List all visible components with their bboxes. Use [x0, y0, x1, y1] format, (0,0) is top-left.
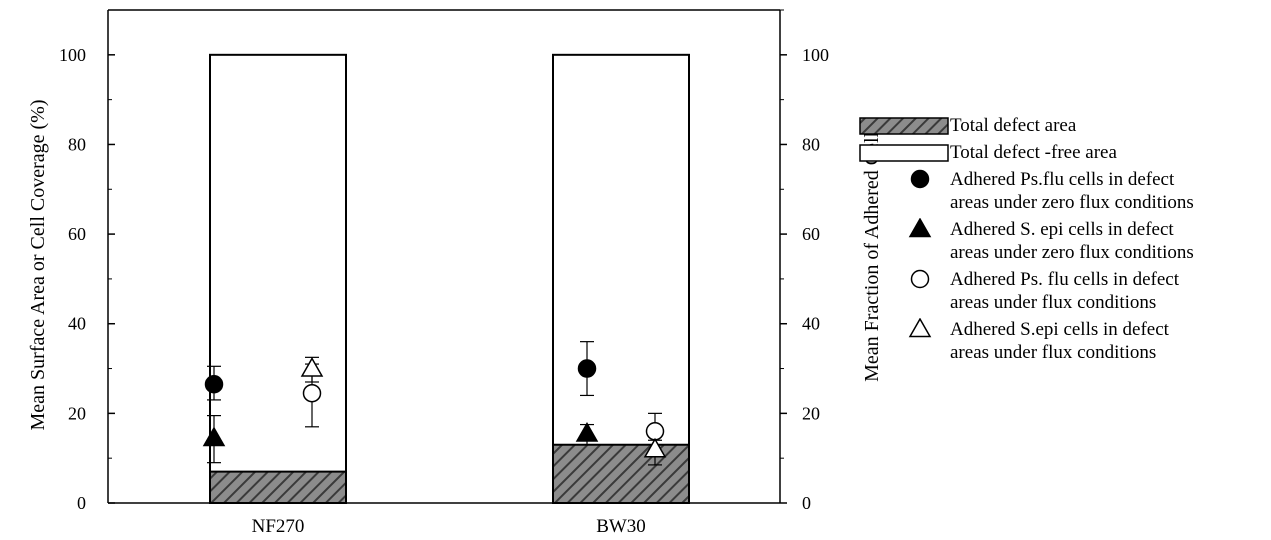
y2-tick-label: 60	[802, 224, 820, 244]
legend-item: Total defect -free area	[855, 141, 1265, 164]
legend-item: Adhered Ps.flu cells in defect areas und…	[855, 168, 1265, 214]
y2-axis-label: Mean Fraction of Adhered Cells	[861, 124, 883, 382]
legend-label: Total defect -free area	[950, 142, 1117, 163]
legend-swatch-graphic	[859, 144, 949, 162]
legend-swatch-graphic	[910, 169, 930, 189]
legend-label: Adhered Ps. flu cells in defect areas un…	[950, 269, 1179, 313]
legend-item: Total defect area	[855, 114, 1265, 137]
legend-item: Adhered Ps. flu cells in defect areas un…	[855, 268, 1265, 314]
y-tick-label: 100	[59, 45, 86, 65]
data-point	[910, 169, 930, 189]
legend-item: Adhered S. epi cells in defect areas und…	[855, 217, 1265, 264]
data-point	[300, 357, 324, 377]
legend-swatch-graphic	[859, 117, 949, 135]
data-point	[302, 383, 322, 403]
data-point	[645, 422, 665, 441]
legend-label: Adhered S. epi cells in defect areas und…	[950, 219, 1194, 263]
y-tick-label: 20	[68, 403, 86, 423]
y-axis-label: Mean Surface Area or Cell Coverage (%)	[27, 100, 49, 431]
legend-label: Adhered Ps.flu cells in defect areas und…	[950, 169, 1194, 213]
legend-swatch-graphic	[910, 269, 930, 289]
legend-swatch	[855, 217, 950, 241]
legend-swatch	[855, 317, 950, 341]
bar-defect-area	[552, 443, 690, 504]
legend-item: Adhered S.epi cells in defect areas unde…	[855, 317, 1265, 364]
y-tick-label: 60	[68, 224, 86, 244]
legend-swatch	[855, 114, 950, 137]
legend-swatch	[855, 168, 950, 191]
legend-white-bar	[859, 144, 949, 162]
y2-tick-label: 80	[802, 134, 820, 154]
y2-tick-label: 40	[802, 314, 820, 334]
legend-swatch-graphic	[908, 217, 932, 238]
y2-tick-label: 20	[802, 403, 820, 423]
bar-defect-free-area	[209, 53, 347, 505]
y-tick-label: 80	[68, 134, 86, 154]
legend-label: Adhered S.epi cells in defect areas unde…	[950, 319, 1169, 363]
x-tick-label: NF270	[252, 516, 305, 537]
data-point	[910, 269, 930, 289]
legend-swatch	[855, 141, 950, 164]
data-point	[908, 217, 932, 238]
bar-defect-free-area	[552, 53, 690, 505]
y2-tick-label: 0	[802, 493, 811, 513]
data-point	[204, 374, 224, 394]
legend: Total defect area Total defect -free area…	[855, 114, 1265, 368]
legend-swatch-graphic	[908, 317, 932, 338]
y-tick-label: 0	[77, 493, 86, 513]
x-tick-label: BW30	[596, 516, 646, 537]
data-point	[575, 422, 599, 442]
data-point	[908, 317, 932, 338]
y2-tick-label: 100	[802, 45, 829, 65]
legend-hatched-bar	[859, 117, 949, 135]
legend-label: Total defect area	[950, 115, 1077, 136]
data-point	[577, 359, 597, 378]
y-tick-label: 40	[68, 314, 86, 334]
data-point	[643, 437, 667, 458]
bar-defect-area	[209, 470, 347, 504]
legend-swatch	[855, 268, 950, 291]
data-point	[202, 426, 226, 447]
